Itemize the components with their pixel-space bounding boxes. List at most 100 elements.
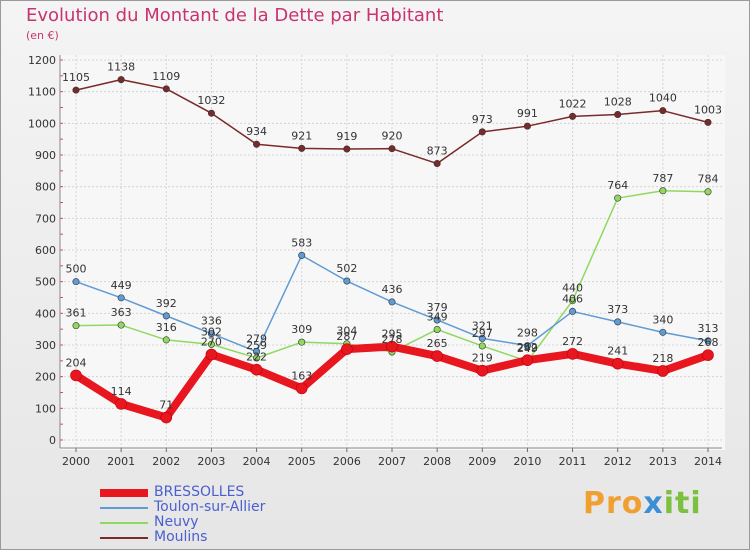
data-label: 287 — [336, 330, 357, 343]
data-label: 278 — [382, 333, 403, 346]
legend-swatch — [100, 506, 148, 509]
data-label: 440 — [562, 282, 583, 295]
data-label: 1138 — [107, 61, 135, 74]
series-point — [207, 109, 215, 117]
data-label: 449 — [111, 279, 132, 292]
series-point — [162, 85, 170, 93]
series-point — [115, 398, 127, 410]
y-tick-label: 0 — [49, 434, 56, 447]
data-label: 71 — [159, 399, 173, 412]
x-tick-label: 2005 — [288, 455, 316, 468]
legend-label: Neuvy — [154, 514, 199, 530]
data-label: 361 — [66, 307, 87, 320]
legend-swatch — [100, 536, 148, 539]
x-tick-label: 2011 — [559, 455, 587, 468]
series-point — [704, 337, 712, 345]
series-point — [659, 328, 667, 336]
series-point — [72, 322, 80, 330]
data-label: 298 — [517, 327, 538, 340]
series-point — [298, 251, 306, 259]
series-point — [205, 348, 218, 361]
series-point — [117, 294, 125, 302]
series-point — [659, 187, 667, 195]
legend-item: Neuvy — [100, 515, 265, 530]
data-label: 265 — [427, 337, 448, 350]
data-label: 1109 — [152, 70, 180, 83]
data-label: 313 — [698, 322, 719, 335]
series-point — [569, 297, 577, 305]
data-label: 270 — [201, 336, 222, 349]
data-label: 304 — [336, 325, 357, 338]
series-point — [72, 278, 80, 286]
data-label: 919 — [336, 130, 357, 143]
x-tick-label: 2012 — [604, 455, 632, 468]
series-point — [702, 349, 714, 361]
series-point — [388, 298, 396, 306]
series-point — [478, 334, 486, 342]
series-point — [521, 354, 534, 367]
series-point — [704, 188, 712, 196]
series-point — [343, 277, 351, 285]
y-tick-label: 200 — [35, 371, 56, 384]
data-label: 295 — [382, 328, 403, 341]
series-point — [614, 110, 622, 118]
data-label: 218 — [652, 352, 673, 365]
legend-item: BRESSOLLES — [100, 485, 265, 500]
y-tick-label: 1200 — [28, 54, 56, 67]
data-label: 297 — [472, 327, 493, 340]
y-tick-label: 600 — [35, 244, 56, 257]
legend-swatch — [100, 521, 148, 524]
series-point — [207, 340, 215, 348]
legend-item: Moulins — [100, 530, 265, 545]
y-tick-label: 100 — [35, 402, 56, 415]
chart-subtitle: (en €) — [26, 29, 59, 42]
data-label: 502 — [336, 262, 357, 275]
data-label: 764 — [607, 179, 628, 192]
data-label: 336 — [201, 315, 222, 328]
data-label: 222 — [246, 351, 267, 364]
data-label: 991 — [517, 107, 538, 120]
series-point — [70, 369, 82, 382]
data-label: 363 — [111, 306, 132, 319]
y-tick-label: 1000 — [28, 117, 56, 130]
series-point — [431, 350, 443, 362]
series-point — [298, 144, 306, 152]
series-point — [72, 86, 80, 94]
data-label: 1022 — [559, 97, 587, 110]
series-point — [117, 321, 125, 329]
series-point — [523, 122, 531, 130]
data-label: 1032 — [197, 94, 225, 107]
series-point — [343, 145, 351, 153]
data-label: 1105 — [62, 71, 90, 84]
series-point — [659, 107, 667, 115]
data-label: 321 — [472, 319, 493, 332]
series-point — [117, 76, 125, 84]
data-label: 163 — [291, 369, 312, 382]
legend-swatch — [100, 488, 148, 497]
data-label: 500 — [66, 263, 87, 276]
series-point — [160, 411, 173, 424]
data-label: 349 — [427, 310, 448, 323]
series-point — [433, 325, 441, 333]
data-label: 309 — [291, 323, 312, 336]
x-tick-label: 2010 — [513, 455, 541, 468]
data-label: 406 — [562, 292, 583, 305]
data-label: 114 — [111, 385, 132, 398]
legend-label: Toulon-sur-Allier — [154, 499, 266, 515]
series-point — [611, 357, 624, 370]
data-label: 784 — [698, 173, 719, 186]
data-label: 279 — [246, 333, 267, 346]
y-tick-label: 1100 — [28, 86, 56, 99]
proxiti-logo: Proxiti — [583, 486, 702, 521]
series-point — [295, 382, 308, 395]
series-point — [162, 336, 170, 344]
data-label: 920 — [382, 130, 403, 143]
data-label: 249 — [517, 342, 538, 355]
series-point — [614, 318, 622, 326]
data-label: 934 — [246, 125, 267, 138]
data-label: 921 — [291, 129, 312, 142]
x-tick-label: 2001 — [107, 455, 135, 468]
y-tick-label: 500 — [35, 276, 56, 289]
y-tick-label: 400 — [35, 307, 56, 320]
y-tick-label: 300 — [35, 339, 56, 352]
